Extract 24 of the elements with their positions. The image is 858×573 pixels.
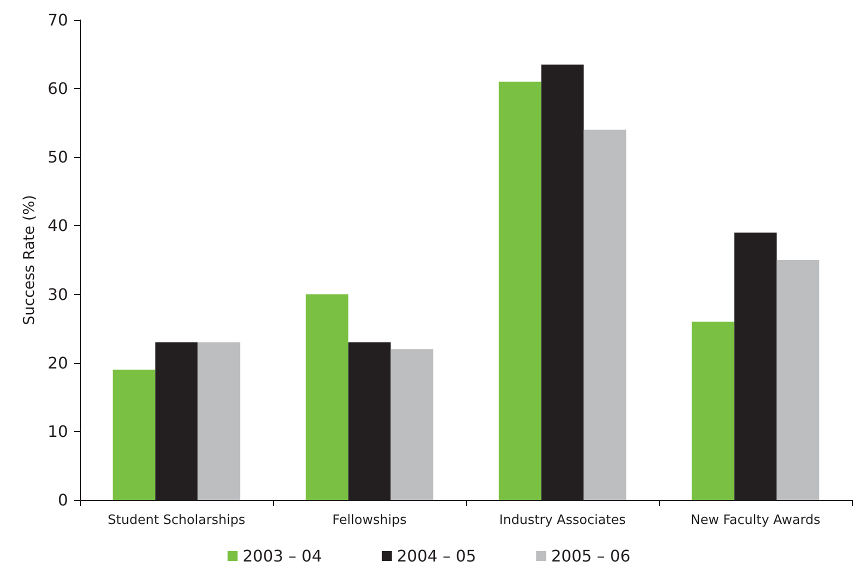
bar: [776, 260, 820, 500]
bar: [306, 294, 348, 500]
y-tick-label: 10: [48, 422, 68, 441]
bar: [498, 82, 542, 500]
x-tick-label: Fellowships: [332, 513, 407, 528]
y-axis-title: Success Rate (%): [20, 194, 38, 326]
legend-label: 2005 – 06: [551, 546, 630, 566]
y-tick-label: 30: [48, 284, 68, 304]
bar: [112, 370, 156, 500]
legend-label: 2003 – 04: [242, 546, 322, 566]
y-tick-label: 60: [48, 79, 68, 98]
x-tick-label: Student Scholarships: [108, 513, 246, 528]
x-tick-label: Industry Associates: [499, 513, 626, 528]
y-tick-label: 20: [48, 353, 68, 372]
bar: [692, 322, 734, 500]
legend-label: 2004 – 05: [396, 546, 476, 566]
y-tick-label: 50: [48, 148, 68, 167]
y-tick-label: 40: [48, 216, 68, 236]
bar: [584, 130, 626, 500]
bar: [198, 342, 240, 500]
y-tick-label: 70: [48, 10, 68, 30]
bar: [390, 349, 434, 500]
x-tick-label: New Faculty Awards: [690, 513, 821, 528]
y-tick-label: 0: [58, 490, 68, 510]
